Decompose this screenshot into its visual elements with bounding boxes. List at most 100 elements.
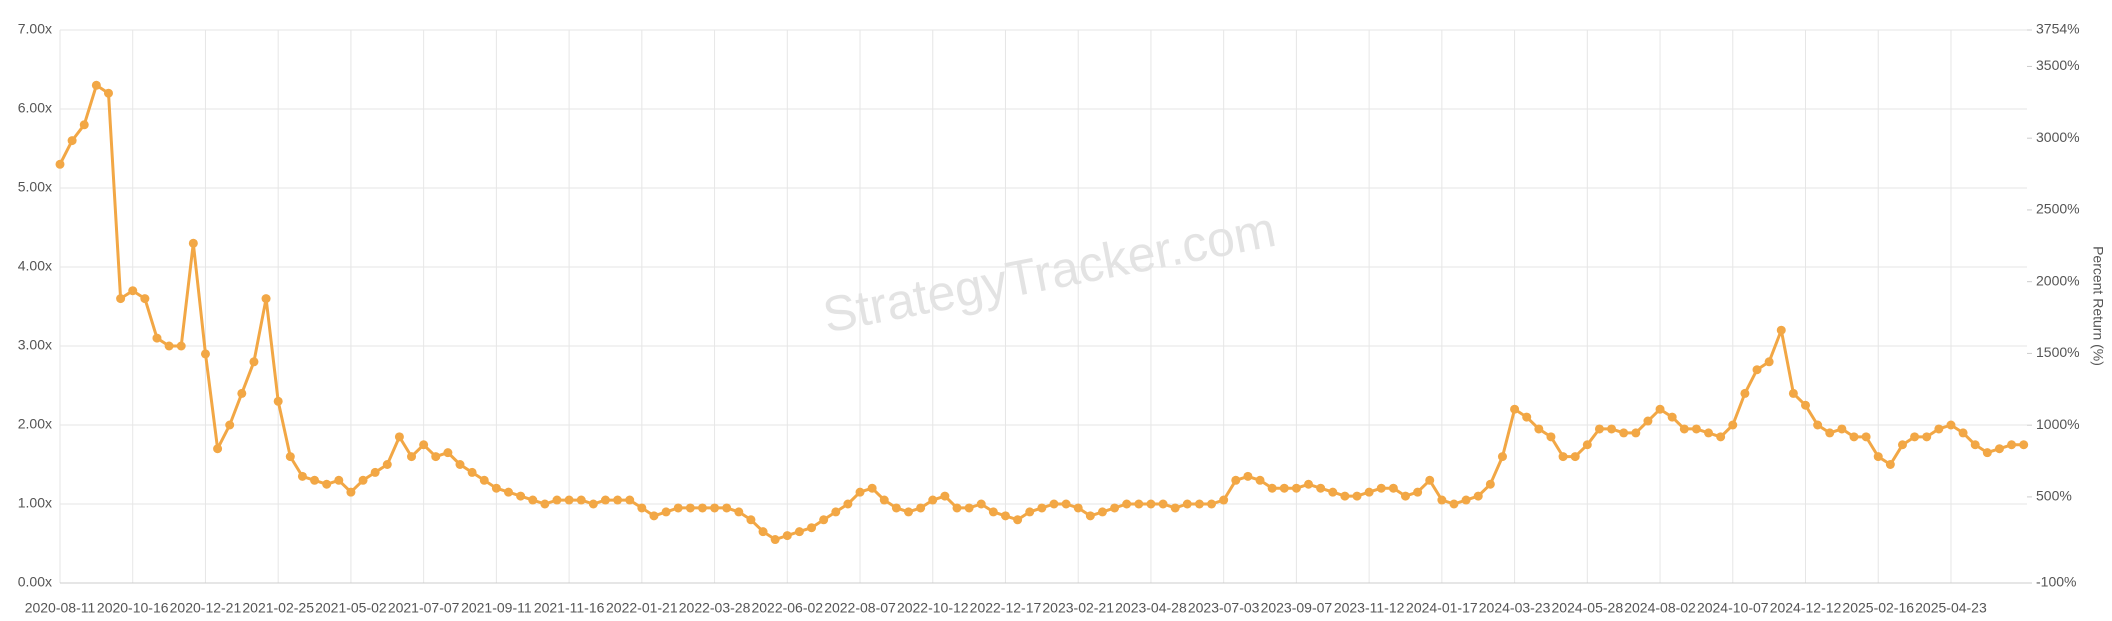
data-point <box>1704 428 1714 438</box>
data-point <box>697 503 707 513</box>
data-point <box>758 527 768 537</box>
data-point <box>600 495 610 505</box>
y2-tick-label: 2000% <box>2036 272 2080 288</box>
x-tick-label: 2022-06-02 <box>751 600 823 616</box>
data-point <box>940 491 950 501</box>
y2-tick-label: 3000% <box>2036 129 2080 145</box>
y-tick-label: 4.00x <box>18 258 52 274</box>
x-tick-label: 2025-02-16 <box>1842 600 1914 616</box>
x-tick-label: 2021-07-07 <box>388 600 460 616</box>
data-point <box>407 452 417 462</box>
data-point <box>1813 420 1823 430</box>
data-point <box>491 483 501 493</box>
data-point <box>1934 424 1944 434</box>
data-line <box>58 83 2024 541</box>
data-point <box>552 495 562 505</box>
data-point <box>297 471 307 481</box>
data-point <box>1025 507 1035 517</box>
data-point <box>2007 440 2017 450</box>
data-point <box>394 432 404 442</box>
data-point <box>1522 412 1532 422</box>
data-point <box>188 238 198 248</box>
x-tick-label: 2024-01-17 <box>1406 600 1478 616</box>
data-point <box>467 467 477 477</box>
data-point <box>1510 404 1520 414</box>
data-point <box>722 503 732 513</box>
x-tick-label: 2024-12-12 <box>1770 600 1842 616</box>
data-point <box>1922 432 1932 442</box>
data-point <box>1376 483 1386 493</box>
data-point <box>1861 432 1871 442</box>
data-point <box>479 475 489 485</box>
x-tick-label: 2021-02-25 <box>242 600 314 616</box>
data-point <box>685 503 695 513</box>
data-point <box>1061 499 1071 509</box>
data-point <box>1473 491 1483 501</box>
data-point <box>964 503 974 513</box>
data-point <box>1764 357 1774 367</box>
y-tick-label: 3.00x <box>18 337 52 353</box>
data-point <box>91 80 101 90</box>
data-point <box>1825 428 1835 438</box>
data-point <box>673 503 683 513</box>
data-point <box>1740 388 1750 398</box>
data-point <box>200 349 210 359</box>
x-tick-label: 2020-12-21 <box>170 600 242 616</box>
data-point <box>1970 440 1980 450</box>
data-point <box>249 357 259 367</box>
data-point <box>370 467 380 477</box>
data-point <box>1546 432 1556 442</box>
x-tick-label: 2024-03-23 <box>1479 600 1551 616</box>
data-point <box>528 495 538 505</box>
y2-tick-label: 1000% <box>2036 416 2080 432</box>
data-point <box>576 495 586 505</box>
data-point <box>710 503 720 513</box>
x-tick-label: 2020-08-11 <box>25 600 96 616</box>
x-tick-label: 2021-09-11 <box>461 600 532 616</box>
y-tick-label: 6.00x <box>18 100 52 116</box>
data-point <box>237 388 247 398</box>
data-point <box>588 499 598 509</box>
data-point <box>540 499 550 509</box>
data-point <box>1910 432 1920 442</box>
data-point <box>1413 487 1423 497</box>
data-point <box>1752 365 1762 375</box>
data-point <box>1558 452 1568 462</box>
x-tick-label: 2023-07-03 <box>1188 600 1260 616</box>
data-point <box>1000 511 1010 521</box>
data-point <box>794 527 804 537</box>
y2-tick-label: 500% <box>2036 488 2072 504</box>
x-tick-label: 2022-12-17 <box>970 600 1042 616</box>
data-point <box>1170 503 1180 513</box>
data-point <box>443 448 453 458</box>
data-point <box>1207 499 1217 509</box>
data-point <box>1328 487 1338 497</box>
data-point <box>734 507 744 517</box>
data-point <box>152 333 162 343</box>
data-point <box>1255 475 1265 485</box>
data-point <box>1849 432 1859 442</box>
data-point <box>55 159 65 169</box>
data-point <box>1231 475 1241 485</box>
y-tick-label: 0.00x <box>18 574 52 590</box>
data-point <box>904 507 914 517</box>
data-point <box>67 136 77 146</box>
data-point <box>1716 432 1726 442</box>
data-point <box>79 120 89 130</box>
watermark: StrategyTracker.com <box>818 201 1280 344</box>
data-point <box>1643 416 1653 426</box>
data-point <box>1873 452 1883 462</box>
data-point <box>843 499 853 509</box>
data-point <box>1037 503 1047 513</box>
data-point <box>1364 487 1374 497</box>
data-point <box>1679 424 1689 434</box>
data-point <box>855 487 865 497</box>
data-point <box>1073 503 1083 513</box>
x-tick-label: 2024-10-07 <box>1697 600 1769 616</box>
data-point <box>261 294 271 304</box>
data-point <box>952 503 962 513</box>
x-tick-label: 2020-10-16 <box>97 600 169 616</box>
data-point <box>1497 452 1507 462</box>
y2-axis-title: Percent Return (%) <box>2090 246 2106 366</box>
x-tick-label: 2023-09-07 <box>1261 600 1333 616</box>
